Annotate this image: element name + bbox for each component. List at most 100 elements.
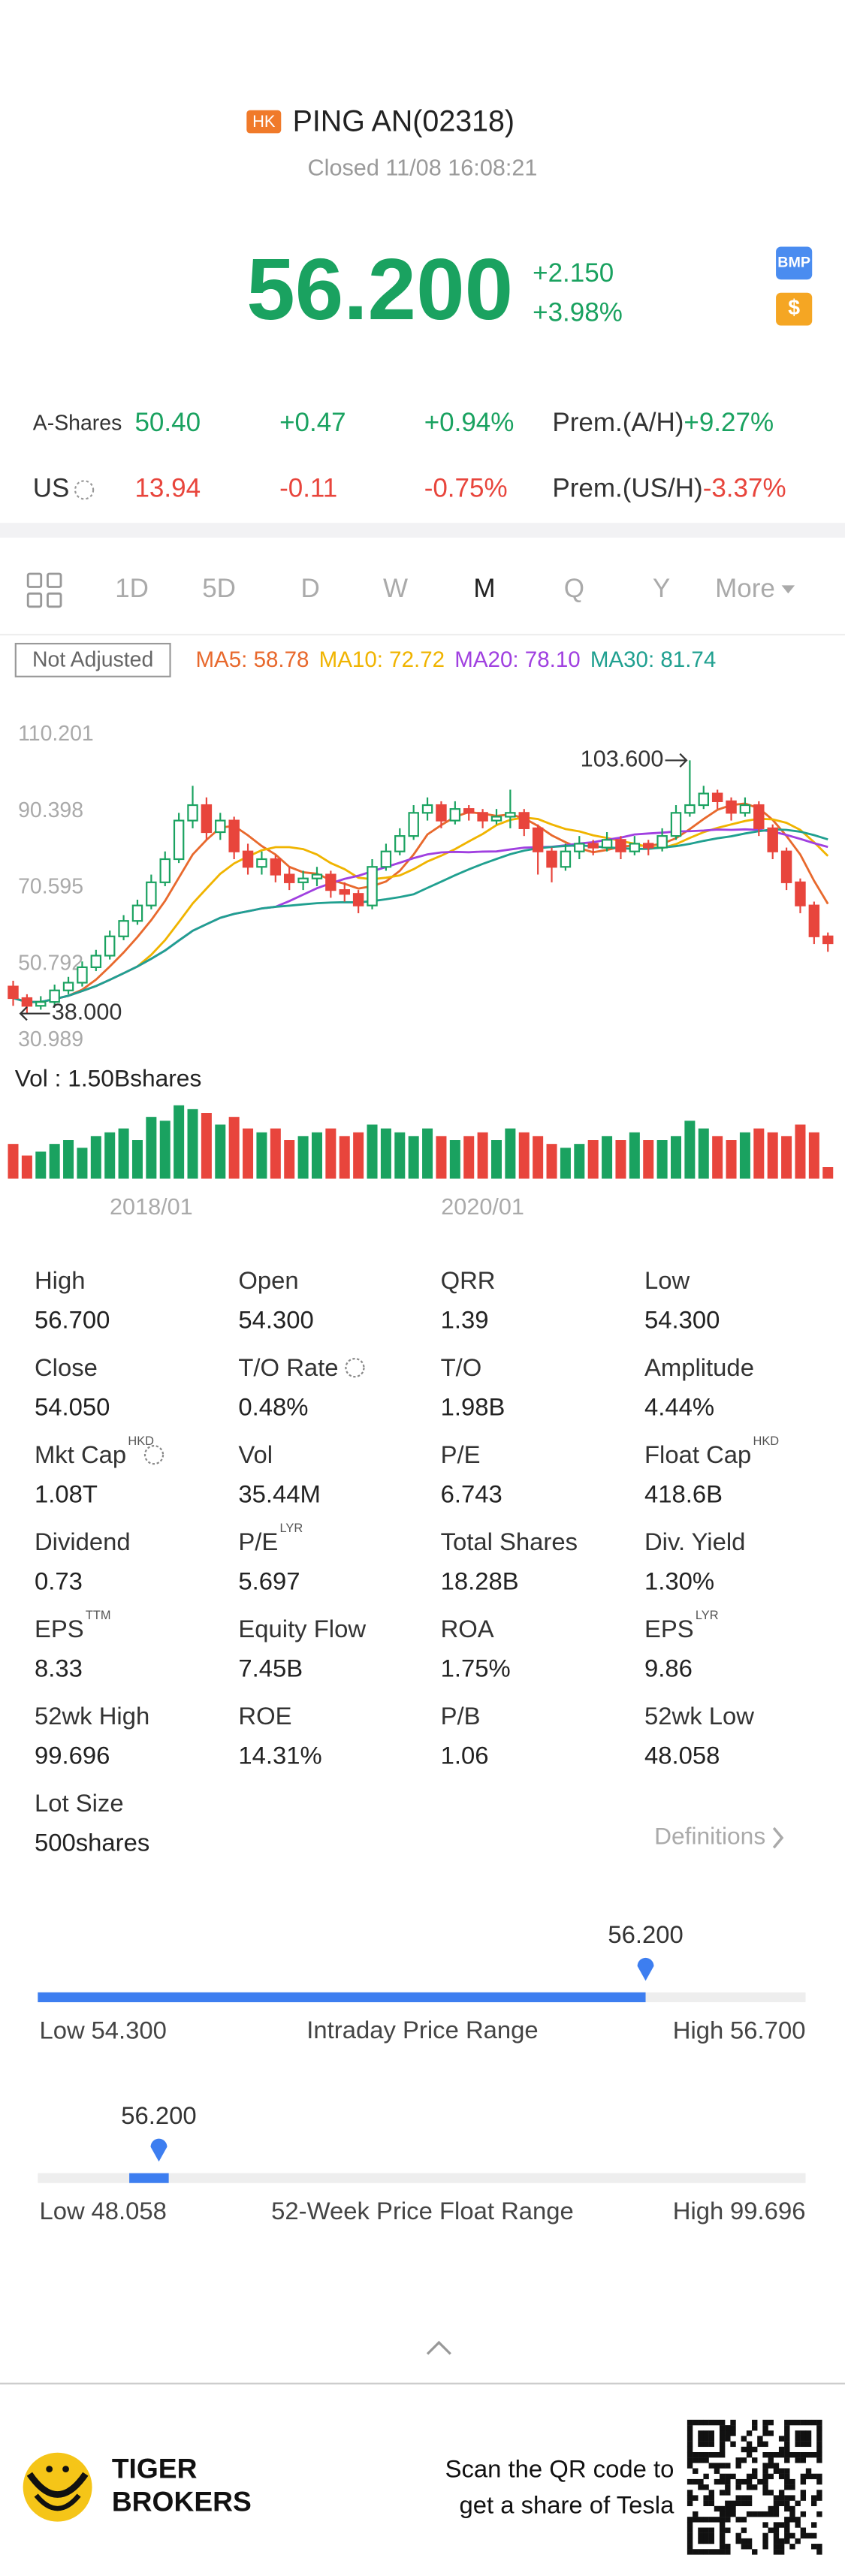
qr-module (768, 2430, 774, 2436)
qr-module (698, 2527, 704, 2533)
qr-module (719, 2436, 726, 2442)
tab-grid-icon[interactable] (26, 572, 62, 608)
period-tab[interactable]: W (383, 574, 408, 603)
period-tab[interactable]: 1D (115, 574, 149, 603)
qr-module (730, 2441, 736, 2448)
candle-body (283, 873, 295, 883)
stat-label: T/O Rate (238, 1353, 338, 1381)
qr-module (784, 2446, 790, 2453)
stat-label: Equity Flow (238, 1615, 366, 1642)
volume-bar (615, 1140, 626, 1179)
qr-module (762, 2452, 768, 2458)
qr-module (741, 2495, 747, 2501)
qr-module (800, 2532, 807, 2539)
qr-module (703, 2452, 709, 2458)
info-icon[interactable] (143, 1445, 164, 1465)
qr-module (805, 2452, 812, 2458)
qr-module (768, 2527, 774, 2533)
ma-line (13, 816, 829, 1003)
premium-value: +9.27% (684, 408, 774, 437)
qr-module (719, 2441, 726, 2448)
period-tab[interactable]: More (715, 574, 775, 603)
qr-module (741, 2500, 747, 2507)
candle-body (739, 804, 751, 814)
candle-body (228, 819, 240, 852)
candle-body (159, 858, 171, 883)
qr-module (811, 2495, 817, 2501)
qr-module (708, 2517, 714, 2523)
range-high: High 56.700 (673, 2016, 806, 2044)
stat-value: 7.45B (238, 1654, 303, 1682)
adjust-box[interactable] (14, 642, 171, 677)
volume-bar (325, 1128, 336, 1179)
qr-module (708, 2419, 714, 2426)
qr-module (816, 2457, 822, 2463)
stat-label-sup: LYR (696, 1609, 719, 1622)
qr-module (714, 2463, 720, 2469)
volume-bar (739, 1132, 750, 1179)
volume-bar (602, 1136, 613, 1179)
qr-module (795, 2452, 801, 2458)
candle-body (615, 839, 626, 852)
volume-bar (394, 1132, 406, 1179)
feature-badge[interactable] (776, 246, 813, 280)
qr-module (762, 2468, 768, 2474)
stat-label: P/E (238, 1528, 278, 1555)
stat-value: 500shares (35, 1829, 149, 1857)
qr-module (735, 2495, 741, 2501)
period-tab[interactable]: Y (653, 574, 670, 603)
qr-module (773, 2500, 780, 2507)
range-low-label: Low (40, 2016, 86, 2044)
qr-module (811, 2452, 817, 2458)
period-tab[interactable]: M (473, 574, 495, 603)
qr-module (816, 2436, 822, 2442)
feature-badge[interactable] (776, 292, 813, 326)
qr-module (778, 2544, 785, 2550)
range-current: 56.200 (121, 2101, 196, 2129)
qr-module (768, 2419, 774, 2426)
qr-module (746, 2544, 753, 2550)
qr-module (773, 2511, 780, 2517)
qr-module (698, 2532, 704, 2539)
qr-module (693, 2511, 699, 2517)
qr-module (768, 2452, 774, 2458)
volume-bar (90, 1136, 101, 1179)
qr-module (719, 2446, 726, 2453)
ma-line (13, 802, 829, 1003)
qr-module (708, 2430, 714, 2436)
period-tab[interactable]: 5D (202, 574, 236, 603)
qr-module (746, 2495, 753, 2501)
feature-badge-text: BMP (777, 255, 810, 271)
qr-module (784, 2425, 790, 2431)
qr-module (703, 2527, 709, 2533)
qr-module (768, 2511, 774, 2517)
collapse-caret[interactable] (426, 2340, 451, 2355)
stat-value: 99.696 (35, 1742, 110, 1769)
qr-module (687, 2441, 693, 2448)
qr-module (762, 2419, 768, 2426)
stat-label: ROE (238, 1702, 291, 1730)
qr-module (805, 2468, 812, 2474)
candle-body (118, 920, 129, 937)
candle-body (201, 804, 213, 834)
candle-body (780, 850, 792, 883)
candle-body (726, 800, 737, 814)
info-icon[interactable] (345, 1358, 365, 1378)
qr-module (762, 2463, 768, 2469)
qr-module (752, 2468, 758, 2474)
info-icon[interactable] (74, 480, 95, 500)
qr-module (725, 2527, 731, 2533)
candle-body (560, 850, 572, 868)
candle-body (146, 881, 157, 906)
qr-module (746, 2500, 753, 2507)
period-tab[interactable]: Q (564, 574, 584, 603)
candle-body (477, 812, 488, 822)
qr-module (719, 2430, 726, 2436)
volume-bar (795, 1124, 806, 1179)
qr-module (778, 2538, 785, 2544)
stat-label: ROA (441, 1615, 494, 1642)
qr-module (719, 2532, 726, 2539)
ma-legend-item: MA30: 81.74 (590, 647, 716, 672)
definitions-link[interactable]: Definitions (654, 1823, 765, 1850)
period-tab[interactable]: D (301, 574, 320, 603)
